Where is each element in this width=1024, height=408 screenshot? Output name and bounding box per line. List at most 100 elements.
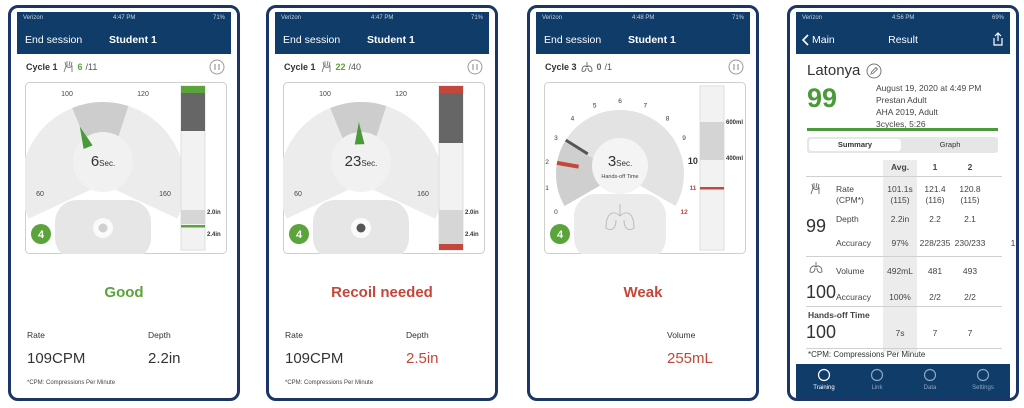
tab-icon[interactable] [923, 368, 937, 382]
dial-label: 120 [137, 91, 149, 98]
tab-icon[interactable] [976, 368, 990, 382]
header: Verizon 4:48 PM 71% End session Student 1 [536, 12, 750, 54]
icon-shape [817, 368, 831, 382]
end-session-button[interactable]: End session [544, 34, 602, 46]
tab-label[interactable]: Settings [972, 385, 994, 391]
pause-ring [209, 59, 225, 75]
pause-button[interactable] [209, 59, 225, 75]
depth-label: 2.4in [207, 232, 221, 238]
cycle-label: Cycle 3 [545, 62, 577, 72]
row-label: Hands-off Time [808, 310, 870, 320]
clock: 4:47 PM [113, 15, 136, 21]
head [592, 138, 648, 194]
table-cell: 121.4 [924, 184, 946, 194]
cycle-total: /40 [348, 62, 362, 72]
column-header: Avg. [890, 162, 910, 172]
metric-value: 255mL [667, 350, 713, 367]
metric-value: 109CPM [27, 350, 86, 367]
pause-button[interactable] [728, 59, 744, 75]
row-label: Accuracy [836, 238, 871, 248]
hand-dot [356, 223, 366, 233]
dial-label: 2 [545, 159, 549, 166]
volume-label: 600ml [726, 120, 743, 126]
dial-label: 1 [545, 185, 549, 192]
table-cell: (115) [960, 195, 980, 205]
tab-label[interactable]: Link [871, 385, 883, 391]
timer-value: 23 [345, 153, 362, 170]
share-icon[interactable] [992, 32, 1004, 46]
timer-unit: Sec. [361, 159, 377, 168]
detail-line: 3cycles, 5:26 [876, 119, 926, 129]
graph-tab[interactable]: Graph [939, 140, 961, 149]
body [574, 194, 666, 254]
table-cell: 7s [895, 328, 905, 338]
metric-label: Depth [406, 330, 429, 340]
tab-label[interactable]: Training [813, 385, 835, 391]
depth-marker [439, 244, 463, 250]
needle [79, 126, 93, 150]
dial-label: 60 [294, 191, 302, 198]
end-session-button[interactable]: End session [25, 34, 83, 46]
dial-label: 60 [36, 191, 44, 198]
tab-switch: Summary Graph [807, 137, 998, 153]
volume-bar [699, 85, 725, 251]
hands [63, 60, 72, 73]
column-header: 2 [967, 162, 973, 172]
icon-shape [923, 368, 937, 382]
battery: 71% [731, 15, 744, 21]
tab-icon[interactable] [870, 368, 884, 382]
table-cell: 2/2 [964, 292, 976, 302]
footnote: *CPM: Compressions Per Minute [285, 380, 374, 386]
tab-label[interactable]: Data [923, 385, 937, 391]
pause-button[interactable] [467, 59, 483, 75]
header-title: Result [888, 34, 918, 46]
cycle-label: Cycle 1 [26, 62, 58, 72]
section-score: 100 [806, 322, 837, 342]
lungs [581, 62, 592, 72]
total-score: 99 [807, 83, 838, 113]
table-cell: (115) [890, 195, 910, 205]
timer: 6Sec. [91, 153, 115, 170]
pause-bars [733, 64, 739, 70]
dial-label: 5 [593, 102, 597, 109]
back-button[interactable]: Main [812, 34, 835, 46]
table-cell: 2.2in [890, 214, 910, 224]
depth-label: 2.0in [465, 210, 479, 216]
metric-value: 2.2in [148, 350, 181, 367]
time-needle [564, 138, 589, 156]
carrier: Verizon [281, 15, 302, 21]
dial-label: 9 [682, 135, 686, 142]
timer: 3Sec. [608, 153, 632, 170]
hand-dot [98, 223, 108, 233]
dial-label: 6 [618, 98, 622, 105]
badge-count: 4 [296, 229, 303, 241]
feedback-card: 100 120 60 160 6Sec. 2.0in 2.4in 4 [25, 82, 227, 254]
table-cell: 481 [927, 266, 943, 276]
phone-screen: Verizon 4:47 PM 71% End session Student 1 Cyc… [266, 5, 498, 401]
detail-line: Prestan Adult [876, 95, 927, 105]
dial-label: 11 [689, 185, 696, 192]
row-divider [806, 256, 1002, 257]
cycle-icon [321, 60, 330, 73]
table-cell: 100% [889, 292, 911, 302]
back-chevron[interactable] [802, 34, 810, 46]
row-divider [806, 306, 1002, 307]
end-session-button[interactable]: End session [283, 34, 341, 46]
icon-shape [810, 182, 820, 195]
volume-marker [700, 187, 724, 190]
icon-shape [809, 262, 823, 273]
battery: 71% [212, 15, 225, 21]
header: Verizon 4:47 PM 71% End session Student 1 [275, 12, 489, 54]
tab-icon[interactable] [817, 368, 831, 382]
summary-tab[interactable]: Summary [809, 139, 901, 151]
dial-label: 4 [571, 115, 575, 122]
pause-bars [472, 64, 478, 70]
row-label: Accuracy [836, 292, 871, 302]
table-cell: 101.1s [887, 184, 913, 194]
edit-icon[interactable] [866, 63, 882, 79]
volume-label: 400ml [726, 156, 743, 162]
depth-cap [439, 86, 463, 93]
dial-label: 7 [643, 102, 647, 109]
battery: 69% [991, 15, 1004, 21]
